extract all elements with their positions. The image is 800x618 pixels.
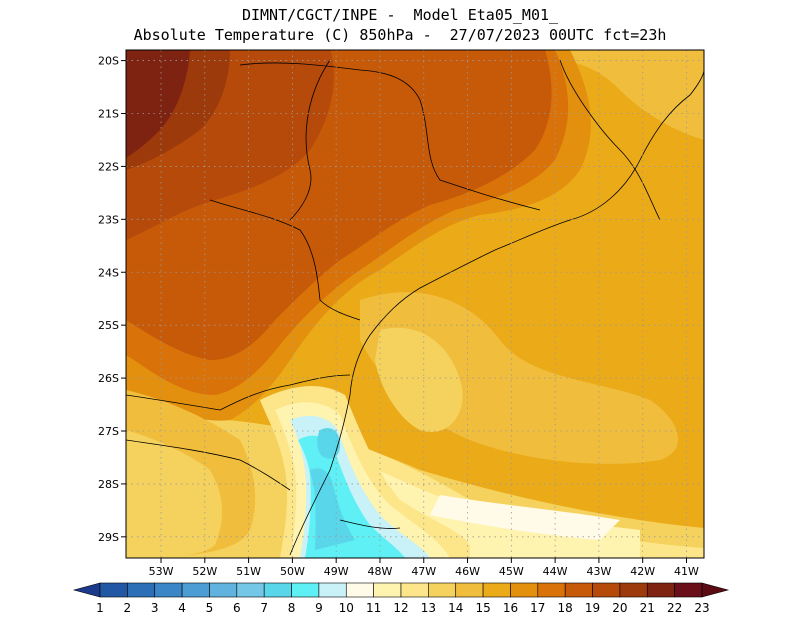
colorbar-label: 3 xyxy=(151,601,159,615)
state-border-mg-rj xyxy=(559,59,661,221)
field-ne-15 xyxy=(560,50,704,140)
field-cold-8b xyxy=(317,427,340,459)
longitude-ticks: 53W 52W 51W 50W 49W 48W 47W 46W 45W 44W 43W 42W 41W xyxy=(149,558,699,578)
field-cold-8 xyxy=(310,468,355,550)
state-border-south xyxy=(126,439,291,491)
lon-tick-label: 51W xyxy=(236,565,261,578)
latitude-ticks: 20S 21S 22S 23S 24S 25S 26S 27S 28S 29S xyxy=(98,55,126,544)
lagoon-outline xyxy=(339,519,401,529)
colorbar-label: 23 xyxy=(694,601,709,615)
lon-tick-label: 43W xyxy=(586,565,611,578)
colorbar-label: 2 xyxy=(124,601,132,615)
field-warm-22 xyxy=(126,50,190,158)
colorbar-swatch xyxy=(154,582,183,598)
lat-tick-label: 26S xyxy=(98,372,119,385)
lon-tick-label: 42W xyxy=(630,565,655,578)
lat-tick-label: 21S xyxy=(98,108,119,121)
lat-tick-label: 25S xyxy=(98,319,119,332)
lon-tick-label: 47W xyxy=(411,565,436,578)
colorbar-swatch xyxy=(400,582,429,598)
colorbar-swatch xyxy=(99,582,128,598)
lon-tick-label: 53W xyxy=(149,565,174,578)
colorbar-swatch xyxy=(674,582,703,598)
lon-tick-label: 48W xyxy=(368,565,393,578)
lat-tick-label: 22S xyxy=(98,160,119,173)
atlantic-coastline xyxy=(289,69,704,556)
lon-tick-label: 52W xyxy=(192,565,217,578)
colorbar-label: 17 xyxy=(530,601,545,615)
lat-tick-label: 24S xyxy=(98,266,119,279)
colorbar-swatch xyxy=(209,582,238,598)
colorbar-swatch xyxy=(646,582,675,598)
lon-tick-label: 44W xyxy=(543,565,568,578)
map-title-line-1: DIMNT/CGCT/INPE - Model Eta05_M01_ xyxy=(241,6,559,24)
colorbar-swatch xyxy=(236,582,265,598)
colorbar-swatch xyxy=(263,582,292,598)
colorbar-label: 22 xyxy=(667,601,682,615)
colorbar-swatch xyxy=(127,582,156,598)
state-border-sp-pr xyxy=(209,199,361,321)
colorbar-swatch xyxy=(373,582,402,598)
lat-tick-label: 23S xyxy=(98,213,119,226)
lat-tick-label: 20S xyxy=(98,55,119,68)
coastlines-borders xyxy=(126,59,704,556)
lon-tick-label: 49W xyxy=(324,565,349,578)
lon-tick-label: 45W xyxy=(499,565,524,578)
lat-lon-grid xyxy=(126,50,704,558)
colorbar-label: 4 xyxy=(178,601,186,615)
colorbar-swatch xyxy=(345,582,374,598)
colorbar-swatch xyxy=(592,582,621,598)
colorbar-swatch xyxy=(455,582,484,598)
colorbar: 1 2 3 4 5 6 7 8 9 10 11 12 13 14 15 16 17 18 19 20 21 22 23 xyxy=(72,582,730,615)
state-border-sc-rs xyxy=(126,374,351,411)
colorbar-swatch xyxy=(318,582,347,598)
colorbar-swatch xyxy=(291,582,320,598)
colorbar-label: 18 xyxy=(558,601,573,615)
colorbar-label: 15 xyxy=(475,601,490,615)
temperature-field xyxy=(126,50,704,558)
field-band-11 xyxy=(430,495,620,540)
lon-tick-label: 41W xyxy=(674,565,699,578)
colorbar-arrow-low xyxy=(72,582,101,598)
map-frame xyxy=(125,49,705,559)
lon-tick-label: 50W xyxy=(280,565,305,578)
lat-tick-label: 28S xyxy=(98,478,119,491)
colorbar-label: 14 xyxy=(448,601,463,615)
colorbar-label: 20 xyxy=(612,601,627,615)
colorbar-label: 11 xyxy=(366,601,381,615)
colorbar-swatch xyxy=(181,582,210,598)
colorbar-swatch xyxy=(537,582,566,598)
colorbar-label: 21 xyxy=(640,601,655,615)
colorbar-label: 13 xyxy=(421,601,436,615)
field-patch-14 xyxy=(375,327,463,432)
colorbar-label: 19 xyxy=(585,601,600,615)
colorbar-swatch xyxy=(428,582,457,598)
state-border-ms-sp xyxy=(289,59,331,221)
colorbar-label: 9 xyxy=(315,601,323,615)
colorbar-label: 1 xyxy=(96,601,104,615)
map-title-line-2: Absolute Temperature (C) 850hPa - 27/07/… xyxy=(133,26,667,44)
colorbar-swatch xyxy=(564,582,593,598)
colorbar-swatch xyxy=(482,582,511,598)
lat-tick-label: 29S xyxy=(98,531,119,544)
colorbar-label: 10 xyxy=(339,601,354,615)
lat-tick-label: 27S xyxy=(98,425,119,438)
colorbar-label: 16 xyxy=(503,601,518,615)
colorbar-arrow-high xyxy=(701,582,730,598)
colorbar-label: 7 xyxy=(260,601,268,615)
field-sw-14 xyxy=(126,430,222,558)
lon-tick-label: 46W xyxy=(455,565,480,578)
colorbar-swatch xyxy=(619,582,648,598)
colorbar-label: 6 xyxy=(233,601,241,615)
colorbar-swatch xyxy=(510,582,539,598)
state-border-mg-sp xyxy=(239,62,541,211)
colorbar-label: 12 xyxy=(393,601,408,615)
colorbar-label: 8 xyxy=(288,601,296,615)
colorbar-label: 5 xyxy=(206,601,214,615)
